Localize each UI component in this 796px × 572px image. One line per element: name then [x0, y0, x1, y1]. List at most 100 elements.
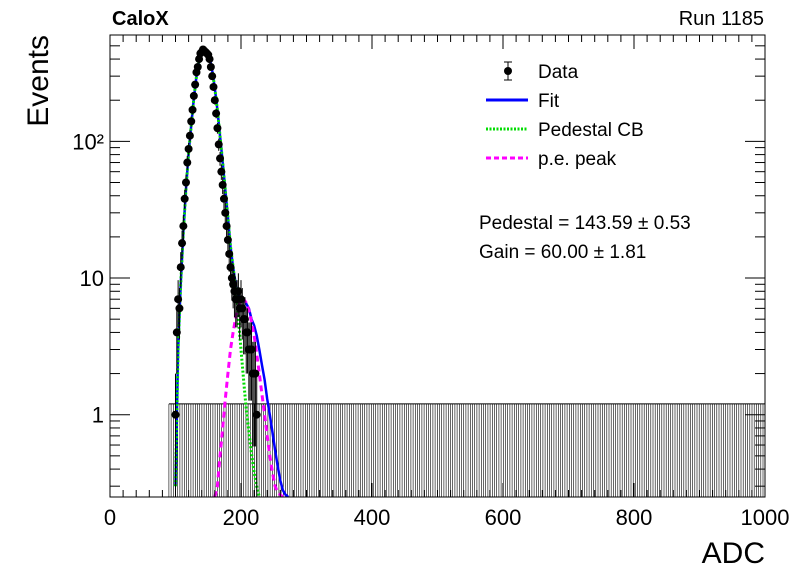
data-point: [205, 55, 214, 64]
data-marker: [193, 62, 202, 71]
legend-label: Pedestal CB: [538, 120, 644, 141]
data-marker: [191, 80, 200, 89]
data-marker: [219, 194, 228, 203]
y-axis-label: Events: [22, 35, 55, 127]
data-point: [187, 116, 196, 127]
experiment-label: CaloX: [112, 8, 169, 30]
data-marker: [213, 124, 222, 133]
y-tick-label: 10: [80, 266, 104, 291]
data-marker: [234, 287, 243, 296]
data-marker: [216, 154, 225, 163]
data-marker: [187, 117, 196, 126]
data-point: [238, 288, 247, 340]
legend-label: Fit: [538, 91, 560, 112]
data-point: [189, 91, 198, 101]
data-marker: [247, 345, 256, 354]
y-tick-label: 10²: [72, 129, 104, 154]
x-tick-label: 600: [485, 505, 522, 530]
data-point: [212, 108, 221, 119]
data-point: [179, 215, 188, 240]
data-point: [252, 373, 261, 497]
data-point: [222, 215, 231, 240]
data-point: [221, 202, 230, 225]
data-point: [178, 230, 187, 260]
data-marker: [188, 105, 197, 114]
data-marker: [172, 328, 181, 337]
x-tick-label: 1000: [741, 505, 790, 530]
data-point: [247, 322, 256, 401]
data-marker: [214, 140, 223, 149]
data-point: [172, 308, 181, 374]
data-marker: [229, 280, 238, 289]
data-marker: [227, 274, 236, 283]
data-marker: [180, 194, 189, 203]
data-marker: [174, 295, 183, 304]
data-point: [209, 82, 218, 91]
data-marker: [171, 410, 180, 419]
data-marker: [178, 239, 187, 248]
legend-item: Fit: [486, 91, 560, 112]
legend-marker: [504, 67, 512, 75]
legend-item: Pedestal CB: [486, 120, 644, 141]
data-marker: [221, 208, 230, 217]
data-marker: [206, 62, 215, 71]
data-point: [217, 164, 226, 180]
data-point: [180, 189, 189, 210]
data-marker: [251, 369, 260, 378]
data-point: [171, 373, 180, 497]
data-point: [214, 138, 223, 151]
data-point: [219, 189, 228, 210]
data-points: [171, 45, 261, 497]
data-marker: [185, 131, 194, 140]
fit-result-text: Gain = 60.00 ± 1.81: [479, 242, 646, 263]
x-tick-label: 800: [616, 505, 653, 530]
data-marker: [176, 263, 185, 272]
fit-result-text: Pedestal = 143.59 ± 0.53: [479, 213, 691, 234]
data-marker: [252, 410, 261, 419]
x-axis-label: ADC: [702, 537, 765, 570]
x-tick-label: 0: [104, 505, 116, 530]
data-point: [243, 308, 252, 374]
legend-item: p.e. peak: [486, 149, 617, 170]
data-marker: [209, 82, 218, 91]
flat-background-hatch: [168, 403, 764, 497]
data-marker: [181, 178, 190, 187]
data-marker: [217, 167, 226, 176]
data-marker: [223, 235, 232, 244]
legend-item: Data: [504, 61, 579, 83]
data-point: [175, 288, 184, 340]
data-point: [206, 62, 215, 71]
legend-label: p.e. peak: [538, 149, 617, 170]
data-point: [213, 123, 222, 134]
data-point: [210, 96, 219, 105]
data-marker: [184, 144, 193, 153]
data-point: [184, 142, 193, 156]
data-marker: [225, 249, 234, 258]
data-marker: [218, 180, 227, 189]
data-marker: [240, 315, 249, 324]
data-marker: [179, 222, 188, 231]
run-label: Run 1185: [678, 8, 764, 30]
data-marker: [222, 222, 231, 231]
data-point: [181, 174, 190, 192]
curve-p-e-peak: [213, 297, 286, 497]
data-marker: [205, 55, 214, 64]
data-marker: [189, 91, 198, 100]
x-tick-label: 400: [354, 505, 391, 530]
data-point: [240, 297, 249, 355]
data-point: [251, 341, 260, 447]
data-point: [176, 252, 185, 288]
data-marker: [175, 304, 184, 313]
x-tick-label: 200: [223, 505, 260, 530]
data-point: [208, 72, 217, 81]
data-marker: [208, 72, 217, 81]
data-point: [185, 130, 194, 142]
data-point: [193, 62, 202, 71]
fit-results: Pedestal = 143.59 ± 0.53 Gain = 60.00 ± 1…: [479, 213, 691, 263]
data-point: [174, 280, 183, 328]
data-point: [191, 80, 200, 89]
data-marker: [238, 304, 247, 313]
data-point: [183, 155, 192, 171]
data-marker: [237, 295, 245, 304]
